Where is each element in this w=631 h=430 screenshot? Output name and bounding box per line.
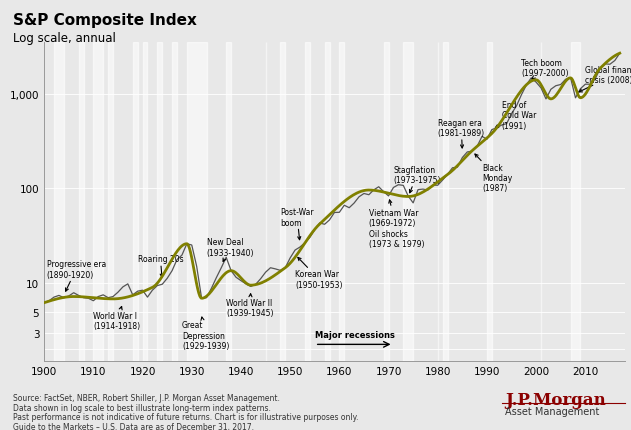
Text: End of
Cold War
(1991): End of Cold War (1991) [495,101,536,130]
Text: Korean War
(1950-1953): Korean War (1950-1953) [295,258,343,289]
Text: Great
Depression
(1929-1939): Great Depression (1929-1939) [182,317,229,350]
Text: Guide to the Markets – U.S. Data are as of December 31, 2017.: Guide to the Markets – U.S. Data are as … [13,422,254,430]
Bar [339,43,345,361]
Text: Data shown in log scale to best illustrate long-term index patterns.: Data shown in log scale to best illustra… [13,403,271,412]
Text: Past performance is not indicative of future returns. Chart is for illustrative : Past performance is not indicative of fu… [13,412,358,421]
Text: Log scale, annual: Log scale, annual [13,32,115,45]
Text: Major recessions: Major recessions [315,330,394,339]
Text: Progressive era
(1890-1920): Progressive era (1890-1920) [47,260,106,292]
Text: Post-War
boom: Post-War boom [280,208,314,240]
Bar [172,43,177,361]
Bar [79,43,83,361]
Bar [133,43,138,361]
Bar [108,43,113,361]
Text: World War II
(1939-1945): World War II (1939-1945) [226,294,274,318]
Bar [487,43,492,361]
Bar [403,43,413,361]
Text: Reagan era
(1981-1989): Reagan era (1981-1989) [438,118,485,149]
Text: Stagflation
(1973-1975): Stagflation (1973-1975) [394,166,441,194]
Bar [570,43,581,361]
Text: J.P.Morgan: J.P.Morgan [505,391,606,408]
Bar [226,43,231,361]
Bar [54,43,64,361]
Bar [157,43,162,361]
Bar [143,43,148,361]
Bar [443,43,447,361]
Text: Roaring 20s: Roaring 20s [138,255,183,277]
Text: Vietnam War
(1969-1972)
Oil shocks
(1973 & 1979): Vietnam War (1969-1972) Oil shocks (1973… [369,200,425,249]
Bar [280,43,285,361]
Text: S&P Composite Index: S&P Composite Index [13,13,196,28]
Text: Tech boom
(1997-2000): Tech boom (1997-2000) [521,58,569,80]
Bar [93,43,103,361]
Text: Black
Monday
(1987): Black Monday (1987) [475,155,512,193]
Bar [324,43,329,361]
Bar [305,43,310,361]
Text: Source: FactSet, NBER, Robert Shiller, J.P. Morgan Asset Management.: Source: FactSet, NBER, Robert Shiller, J… [13,393,280,402]
Bar [384,43,389,361]
Text: New Deal
(1933-1940): New Deal (1933-1940) [206,238,254,262]
Text: World War I
(1914-1918): World War I (1914-1918) [93,307,141,331]
Text: Asset Management: Asset Management [505,406,599,416]
Text: Global financial
crisis (2008): Global financial crisis (2008) [579,65,631,93]
Bar [187,43,206,361]
